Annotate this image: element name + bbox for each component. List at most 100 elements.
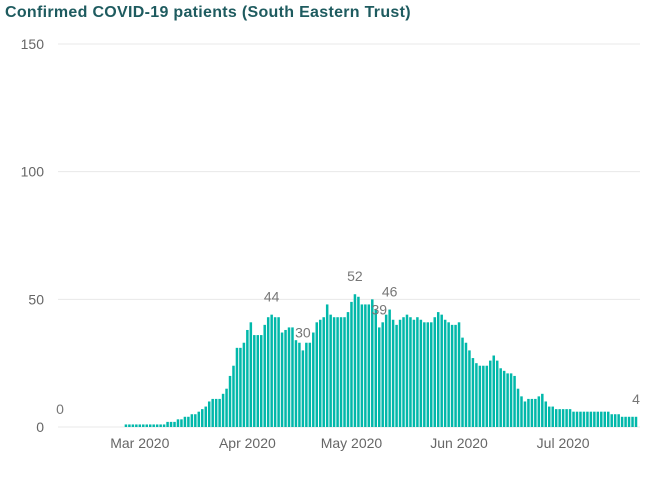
chart-bar[interactable] — [395, 324, 398, 427]
chart-bar[interactable] — [294, 340, 298, 427]
chart-bar[interactable] — [332, 317, 336, 427]
chart-bar[interactable] — [516, 388, 520, 427]
chart-bar[interactable] — [270, 314, 273, 427]
chart-bar[interactable] — [138, 424, 142, 427]
chart-bar[interactable] — [277, 317, 280, 427]
chart-bar[interactable] — [298, 342, 301, 427]
chart-bar[interactable] — [471, 358, 475, 427]
chart-bar[interactable] — [572, 411, 575, 427]
chart-bar[interactable] — [187, 416, 190, 427]
chart-bar[interactable] — [329, 314, 332, 427]
chart-bar[interactable] — [194, 414, 197, 427]
chart-bar[interactable] — [155, 424, 159, 427]
chart-bar[interactable] — [135, 424, 138, 427]
chart-bar[interactable] — [593, 411, 596, 427]
chart-bar[interactable] — [436, 312, 440, 427]
chart-bar[interactable] — [180, 419, 183, 427]
chart-bar[interactable] — [443, 319, 447, 427]
chart-bar[interactable] — [502, 370, 506, 427]
chart-bar[interactable] — [242, 342, 246, 427]
chart-bar[interactable] — [457, 322, 461, 427]
chart-bar[interactable] — [475, 363, 478, 427]
chart-bar[interactable] — [256, 335, 260, 427]
chart-bar[interactable] — [360, 304, 364, 427]
chart-bar[interactable] — [291, 327, 294, 427]
chart-bar[interactable] — [377, 327, 381, 427]
chart-bar[interactable] — [398, 319, 402, 427]
chart-bar[interactable] — [124, 424, 128, 427]
chart-bar[interactable] — [367, 304, 371, 427]
chart-bar[interactable] — [232, 365, 235, 427]
chart-bar[interactable] — [284, 329, 287, 427]
chart-bar[interactable] — [131, 424, 135, 427]
chart-bar[interactable] — [315, 322, 319, 427]
chart-bar[interactable] — [527, 398, 530, 427]
chart-bar[interactable] — [207, 401, 211, 427]
chart-bar[interactable] — [617, 414, 620, 427]
chart-bar[interactable] — [624, 416, 627, 427]
chart-bar[interactable] — [405, 314, 409, 427]
chart-bar[interactable] — [246, 329, 249, 427]
chart-bar[interactable] — [263, 324, 266, 427]
chart-bar[interactable] — [374, 309, 378, 427]
chart-bar[interactable] — [391, 319, 395, 427]
chart-bar[interactable] — [495, 360, 499, 427]
chart-bar[interactable] — [506, 373, 509, 427]
chart-bar[interactable] — [176, 419, 180, 427]
chart-bar[interactable] — [600, 411, 603, 427]
chart-bar[interactable] — [433, 317, 437, 427]
chart-bar[interactable] — [551, 406, 554, 427]
chart-bar[interactable] — [249, 322, 253, 427]
chart-bar[interactable] — [336, 317, 339, 427]
chart-bar[interactable] — [631, 416, 634, 427]
chart-bar[interactable] — [596, 411, 600, 427]
chart-bar[interactable] — [426, 322, 430, 427]
chart-bar[interactable] — [606, 411, 610, 427]
chart-bar[interactable] — [169, 421, 173, 427]
chart-bar[interactable] — [548, 406, 551, 427]
chart-bar[interactable] — [582, 411, 586, 427]
chart-bar[interactable] — [634, 416, 638, 427]
chart-bar[interactable] — [204, 406, 207, 427]
chart-bar[interactable] — [461, 337, 464, 427]
chart-bar[interactable] — [412, 319, 416, 427]
chart-bar[interactable] — [492, 355, 495, 427]
chart-bar[interactable] — [343, 317, 346, 427]
chart-bar[interactable] — [197, 411, 201, 427]
chart-bar[interactable] — [454, 324, 457, 427]
chart-bar[interactable] — [381, 322, 384, 427]
chart-bar[interactable] — [173, 421, 176, 427]
chart-bar[interactable] — [162, 424, 166, 427]
chart-bar[interactable] — [388, 309, 391, 427]
chart-bar[interactable] — [253, 335, 256, 427]
chart-bar[interactable] — [530, 398, 534, 427]
chart-bar[interactable] — [468, 350, 471, 427]
chart-bar[interactable] — [627, 416, 631, 427]
chart-bar[interactable] — [620, 416, 624, 427]
chart-bar[interactable] — [353, 294, 357, 427]
chart-bar[interactable] — [322, 317, 325, 427]
chart-bar[interactable] — [308, 342, 312, 427]
chart-bar[interactable] — [402, 317, 405, 427]
chart-bar[interactable] — [152, 424, 155, 427]
chart-bar[interactable] — [339, 317, 343, 427]
chart-bar[interactable] — [228, 375, 232, 427]
chart-bar[interactable] — [214, 398, 218, 427]
chart-bar[interactable] — [430, 322, 433, 427]
chart-bar[interactable] — [239, 347, 242, 427]
chart-bar[interactable] — [301, 350, 305, 427]
chart-bar[interactable] — [482, 365, 485, 427]
chart-bar[interactable] — [586, 411, 589, 427]
chart-bar[interactable] — [287, 327, 291, 427]
chart-bar[interactable] — [305, 342, 308, 427]
chart-bar[interactable] — [464, 342, 468, 427]
chart-bar[interactable] — [541, 393, 544, 427]
chart-bar[interactable] — [159, 424, 162, 427]
chart-bar[interactable] — [183, 416, 187, 427]
chart-bar[interactable] — [589, 411, 593, 427]
chart-bar[interactable] — [558, 409, 561, 427]
chart-bar[interactable] — [128, 424, 131, 427]
chart-bar[interactable] — [350, 301, 353, 427]
chart-bar[interactable] — [266, 317, 270, 427]
chart-bar[interactable] — [478, 365, 482, 427]
